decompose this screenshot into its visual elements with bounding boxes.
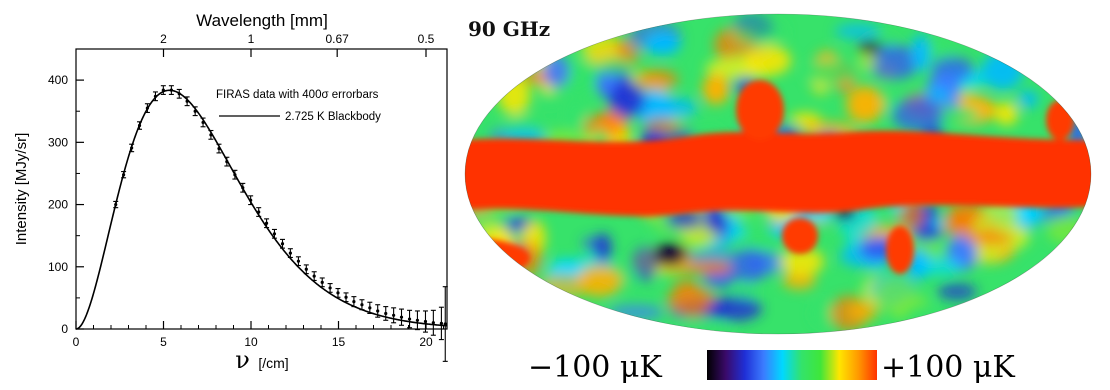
data-point: [319, 277, 325, 288]
colorbar: [707, 350, 877, 380]
data-point: [375, 304, 381, 318]
colorbar-max-label: +100 μK: [881, 350, 1015, 385]
data-point: [295, 256, 301, 267]
data-point: [430, 309, 436, 336]
data-point: [224, 156, 230, 167]
data-point: [383, 306, 389, 321]
legend-points-label: FIRAS data with 400σ errorbars: [216, 89, 379, 101]
data-point: [121, 171, 127, 179]
spectrum-chart: Wavelength [mm] Intensity [MJy/sr] ν [/c…: [0, 0, 460, 385]
data-point: [160, 85, 166, 95]
y-tick-label: 300: [48, 135, 68, 149]
x-axis-unit: [/cm]: [258, 355, 288, 371]
top-tick-label: 2: [160, 32, 167, 46]
data-point: [184, 96, 190, 107]
data-point: [240, 182, 246, 193]
data-point: [192, 106, 198, 117]
sky-map: 90 GHz −100 μK +100 μK: [464, 13, 1092, 385]
x-axis-label: ν [/cm]: [235, 346, 288, 374]
y-tick-label: 100: [48, 260, 68, 274]
x-axis-symbol: ν: [235, 346, 250, 374]
data-point: [391, 307, 397, 324]
data-point: [311, 271, 317, 282]
x-tick-label: 20: [419, 335, 433, 349]
top-tick-label: 0.67: [326, 32, 350, 46]
data-point: [168, 85, 174, 95]
data-point: [399, 308, 404, 326]
data-point: [422, 310, 428, 333]
spectrum-plot: Wavelength [mm] Intensity [MJy/sr] ν [/c…: [13, 11, 448, 374]
y-tick-label: 200: [48, 198, 68, 212]
plot-frame: [75, 48, 448, 330]
y-tick-label: 0: [61, 322, 68, 336]
data-point: [438, 306, 444, 341]
data-point: [264, 218, 270, 229]
data-point: [327, 283, 333, 293]
data-point: [200, 117, 206, 128]
data-point: [144, 103, 150, 114]
blackbody-curve: [75, 89, 448, 330]
data-point: [343, 292, 349, 303]
colorbar-min-label: −100 μK: [528, 350, 662, 385]
data-point: [248, 195, 254, 206]
y-axis-label: Intensity [MJy/sr]: [13, 133, 30, 246]
data-point: [137, 121, 143, 130]
legend-curve-label: 2.725 K Blackbody: [285, 111, 381, 123]
x-tick-label: 0: [73, 335, 80, 349]
x-tick-label: 5: [160, 335, 167, 349]
sky-map-panel: 90 GHz −100 μK +100 μK: [460, 0, 1110, 385]
top-tick-label: 1: [248, 32, 255, 46]
top-tick-label: 0.5: [418, 32, 435, 46]
top-axis-label: Wavelength [mm]: [196, 11, 328, 30]
map-frequency-title: 90 GHz: [468, 17, 550, 41]
data-point: [407, 309, 413, 329]
map-outline: [464, 13, 1092, 335]
data-point: [280, 238, 285, 249]
data-point: [359, 299, 365, 311]
data-point: [232, 169, 238, 180]
data-point: [335, 288, 341, 298]
mollweide-map: [465, 14, 1091, 334]
data-point: [442, 286, 448, 362]
data-point: [208, 129, 214, 140]
data-point: [256, 207, 262, 217]
data-point: [414, 310, 420, 331]
data-point: [303, 264, 309, 275]
data-point: [287, 248, 293, 258]
data-point: [351, 296, 357, 308]
data-point: [113, 200, 119, 209]
data-point: [216, 143, 222, 154]
x-tick-label: 15: [332, 335, 346, 349]
y-tick-label: 400: [48, 73, 68, 87]
data-point: [271, 228, 277, 239]
x-tick-label: 10: [244, 335, 258, 349]
data-point: [152, 91, 158, 102]
data-point: [129, 143, 135, 153]
data-point: [367, 301, 373, 314]
firas-data-points: [113, 85, 448, 362]
data-point: [176, 88, 182, 99]
